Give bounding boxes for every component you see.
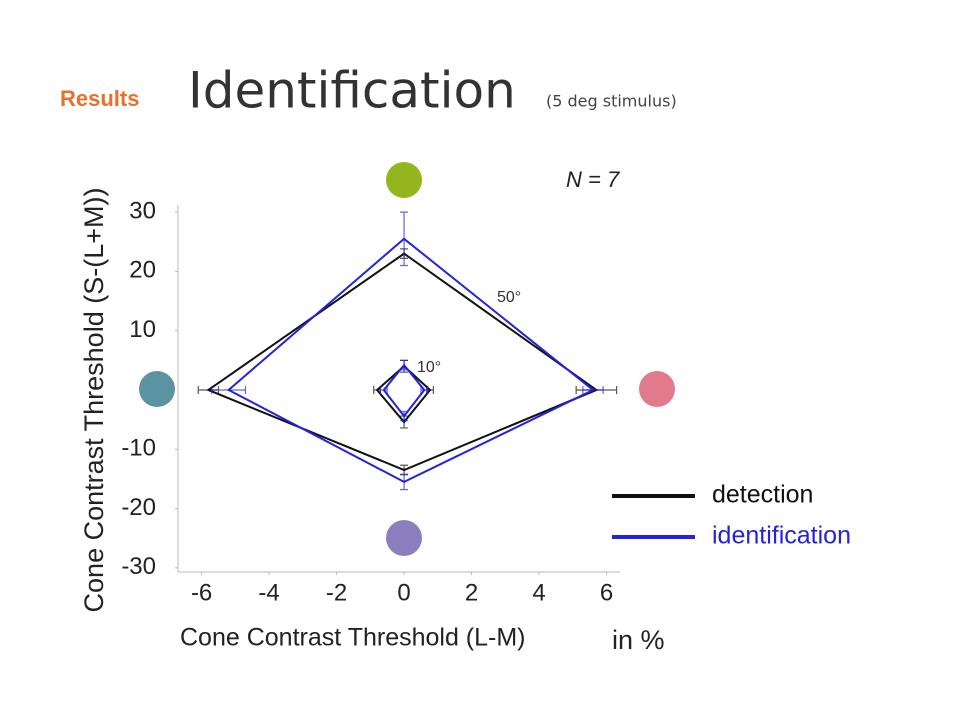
y-tick-label: -10 [121, 435, 156, 462]
y-tick-label: -30 [121, 553, 156, 580]
lm-marker [639, 371, 675, 407]
error-bar [400, 211, 409, 267]
error-bar [400, 359, 409, 371]
contour-line [226, 237, 595, 484]
neg-s-cone-marker [386, 520, 422, 556]
y-axis-label: Cone Contrast Threshold (S-(L+M)) [79, 188, 109, 613]
x-tick-label: 2 [465, 579, 478, 606]
sample-size: N = 7 [566, 167, 620, 192]
y-tick-label: 10 [129, 316, 156, 343]
neg-lm-marker [139, 371, 175, 407]
y-tick-label: -20 [121, 494, 156, 521]
contour-label: 10° [417, 359, 441, 376]
s-cone-marker [386, 162, 422, 198]
error-bar [211, 385, 247, 394]
unit-note: in % [612, 625, 665, 655]
x-tick-label: -2 [326, 579, 347, 606]
error-bar [400, 473, 409, 491]
legend-label: detection [712, 481, 813, 509]
x-axis-label: Cone Contrast Threshold (L-M) [180, 624, 526, 652]
error-bar [400, 464, 409, 476]
y-tick-label: 20 [129, 257, 156, 284]
legend-label: identification [712, 522, 851, 550]
slide-subtitle: (5 deg stimulus) [546, 92, 677, 111]
x-tick-label: -4 [258, 579, 279, 606]
error-bar [420, 385, 429, 394]
contour-line [206, 252, 599, 472]
error-bar [379, 385, 388, 394]
error-bar [400, 410, 409, 422]
error-bar [582, 385, 604, 394]
y-tick-label: 30 [129, 197, 156, 224]
section-label: Results [60, 86, 139, 111]
x-tick-label: 6 [600, 579, 613, 606]
slide-title: Identification [188, 62, 516, 120]
x-tick-label: -6 [191, 579, 212, 606]
x-tick-label: 4 [532, 579, 545, 606]
contour-label: 50° [497, 289, 521, 306]
x-tick-label: 0 [397, 579, 410, 606]
